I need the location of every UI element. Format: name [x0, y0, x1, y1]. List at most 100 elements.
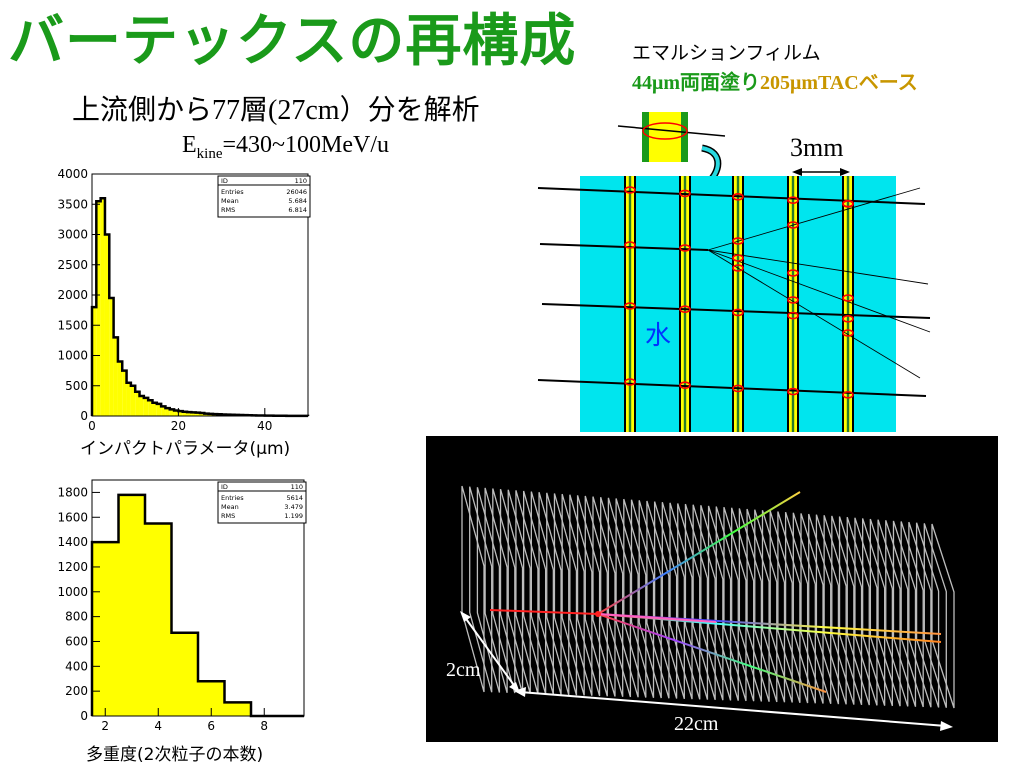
histogram-bar	[126, 382, 131, 416]
ecc-detector-diagram: 3mm 水	[537, 112, 931, 432]
subtitle-layers-unit: 層	[240, 93, 269, 126]
analysis-range-text: 上流側から77層(27cm）分を解析	[72, 88, 480, 128]
spacing-label: 3mm	[790, 133, 843, 162]
stat-label: ID	[221, 177, 228, 185]
y-tick-label: 200	[65, 684, 88, 698]
stat-label: Entries	[221, 494, 244, 502]
stat-value: 5614	[286, 494, 303, 502]
stat-value: 1.199	[284, 512, 303, 520]
histogram-bar	[148, 400, 153, 416]
film-label: エマルションフィルム	[632, 42, 821, 64]
y-tick-label: 4000	[57, 167, 88, 181]
film-spec: 44μm両面塗り205μmTACベース	[632, 66, 918, 95]
subtitle-prefix: 上流側から	[72, 93, 213, 126]
subtitle-suffix: 分を解析	[367, 93, 480, 126]
y-tick-label: 2500	[57, 258, 88, 272]
histogram-bar	[178, 411, 183, 416]
particle-tracks	[537, 186, 931, 399]
water-label: 水	[645, 321, 671, 351]
histogram-bar	[100, 198, 105, 416]
stat-label: RMS	[221, 206, 235, 214]
y-tick-label: 500	[65, 379, 88, 393]
y-tick-label: 1500	[57, 318, 88, 332]
histogram-bar	[187, 412, 192, 416]
histogram-bar	[152, 402, 157, 416]
histogram-bar	[104, 234, 110, 416]
subtitle-range: (27cm）	[268, 95, 368, 126]
histogram-bar	[171, 632, 198, 716]
histogram-bar	[191, 412, 196, 416]
film-layers	[624, 176, 854, 432]
histogram-bar	[161, 406, 166, 416]
stat-value: 110	[291, 483, 303, 491]
histogram-bar	[135, 391, 140, 416]
histogram-bar	[118, 494, 145, 716]
stat-value: 5.684	[288, 197, 307, 205]
histogram-bar	[143, 397, 149, 416]
energy-value: =430~100MeV/u	[222, 132, 390, 158]
y-tick-label: 400	[65, 659, 88, 673]
y-tick-label: 1800	[57, 485, 88, 499]
histogram-bar	[92, 307, 97, 416]
film-icon	[617, 112, 726, 162]
histogram-bar	[109, 298, 114, 416]
x-tick-label: 2	[101, 719, 109, 733]
y-tick-label: 3500	[57, 197, 88, 211]
histogram-bar	[96, 201, 101, 416]
stat-label: Mean	[221, 503, 239, 511]
plot-frame	[91, 479, 305, 717]
impact-parameter-histogram: 0 500 1000 1500 2000 2500 3000 3500 4000 0 20 40 ID 1…	[40, 164, 312, 436]
histogram-bar	[169, 409, 175, 416]
length-arrow	[514, 687, 953, 731]
x-tick-label: 8	[260, 719, 268, 733]
histogram-bar	[117, 361, 123, 416]
y-tick-label: 1600	[57, 510, 88, 524]
event-display-3d: 2cm 22cm	[426, 436, 998, 742]
stat-value: 6.814	[288, 206, 307, 214]
y-tick-label: 600	[65, 634, 88, 648]
y-tick-label: 800	[65, 610, 88, 624]
y-tick-label: 1000	[57, 585, 88, 599]
x-tick-label: 40	[257, 419, 272, 433]
histogram-bar	[224, 702, 251, 716]
y-tick-label: 1200	[57, 560, 88, 574]
spacing-arrow	[792, 168, 850, 176]
y-tick-label: 2000	[57, 288, 88, 302]
film-base: 205μmTACベース	[760, 72, 918, 94]
y-tick-label: 1400	[57, 535, 88, 549]
stat-label: Entries	[221, 188, 244, 196]
film-coating: 44μm両面塗り	[632, 72, 760, 94]
y-tick-label: 3000	[57, 228, 88, 242]
energy-subscript: kine	[196, 145, 223, 162]
stat-value: 110	[295, 177, 307, 185]
histogram-bar	[200, 412, 205, 416]
x-tick-label: 20	[171, 419, 186, 433]
histogram-bar	[113, 337, 118, 416]
stat-value: 26046	[286, 188, 307, 196]
y-tick-label: 0	[80, 409, 88, 423]
stat-label: RMS	[221, 512, 235, 520]
histogram-bar	[174, 410, 179, 416]
histogram-outline	[90, 493, 304, 718]
histogram-bar	[122, 370, 127, 416]
histogram-bar	[130, 385, 136, 416]
histogram-bar	[195, 412, 200, 416]
x-tick-label: 4	[154, 719, 162, 733]
y-tick-label: 1000	[57, 349, 88, 363]
x-tick-label: 0	[88, 419, 96, 433]
subtitle-layers-num: 77	[212, 95, 241, 126]
stat-label: ID	[221, 483, 228, 491]
emulsion-plates	[461, 485, 955, 709]
energy-range: Ekine=430~100MeV/u	[182, 132, 389, 163]
energy-prefix: E	[182, 132, 197, 158]
stats-box: ID 110 Entries 26046 Mean 5.684 RMS 6.814	[217, 175, 311, 218]
histogram-bar	[156, 403, 162, 416]
hist1-xlabel: インパクトパラメータ(μm)	[80, 439, 291, 459]
depth-label: 2cm	[446, 659, 481, 681]
histogram-bar	[165, 408, 170, 416]
vertex-tracks	[489, 491, 942, 693]
y-tick-label: 0	[80, 709, 88, 723]
histogram-bar	[139, 396, 144, 416]
histogram-bar	[145, 523, 172, 716]
histogram-bar	[182, 411, 188, 416]
